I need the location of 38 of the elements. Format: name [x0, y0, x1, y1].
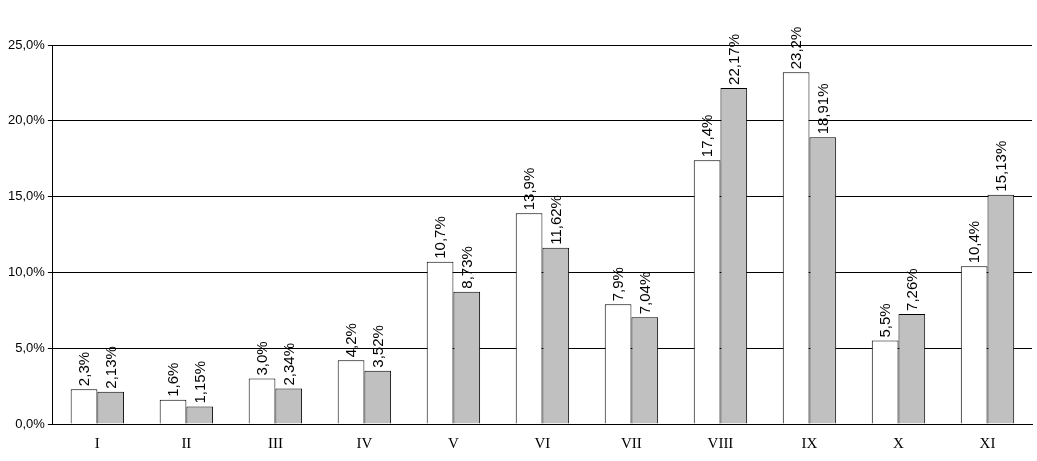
- data-label: 15,13%: [991, 140, 1009, 192]
- data-label: 11,62%: [546, 195, 564, 245]
- data-label: 1,6%: [164, 362, 182, 397]
- data-label: 8,73%: [457, 246, 475, 289]
- data-label: 22,17%: [724, 34, 742, 85]
- data-label: 1,15%: [190, 361, 208, 404]
- data-label: 3,0%: [253, 341, 271, 376]
- x-tick-label: III: [267, 434, 283, 451]
- data-label: 2,34%: [279, 342, 297, 386]
- data-label: 10,7%: [431, 216, 449, 259]
- x-tick-label: II: [181, 434, 192, 451]
- x-tick-label: VI: [534, 434, 551, 451]
- y-tick-label: 20,0%: [7, 112, 46, 128]
- data-label: 23,2%: [787, 26, 805, 70]
- x-tick-label: I: [94, 434, 100, 451]
- y-tick-label: 10,0%: [7, 263, 46, 279]
- data-label: 7,9%: [609, 267, 627, 302]
- y-tick-label: 25,0%: [7, 36, 46, 52]
- data-label: 10,4%: [965, 220, 983, 264]
- x-tick-label: IX: [801, 434, 818, 451]
- x-tick-label: VIII: [707, 434, 734, 451]
- y-tick-label: 0,0%: [15, 415, 46, 431]
- data-label: 18,91%: [813, 83, 831, 135]
- data-label: 2,13%: [101, 346, 119, 389]
- y-tick-label: 15,0%: [7, 188, 46, 204]
- x-tick-label: IV: [356, 434, 373, 451]
- x-tick-label: VII: [621, 434, 642, 451]
- x-tick-label: V: [448, 434, 459, 451]
- data-label: 5,5%: [876, 303, 894, 338]
- data-label: 2,3%: [75, 351, 93, 387]
- x-tick-label: XI: [979, 434, 996, 451]
- data-label: 7,04%: [635, 271, 653, 315]
- data-label: 3,52%: [368, 325, 386, 368]
- y-tick-label: 5,0%: [15, 339, 46, 355]
- data-label: 13,9%: [520, 167, 538, 211]
- x-tick-label: X: [893, 434, 905, 451]
- data-label: 17,4%: [698, 114, 716, 158]
- data-label: 4,2%: [342, 323, 360, 358]
